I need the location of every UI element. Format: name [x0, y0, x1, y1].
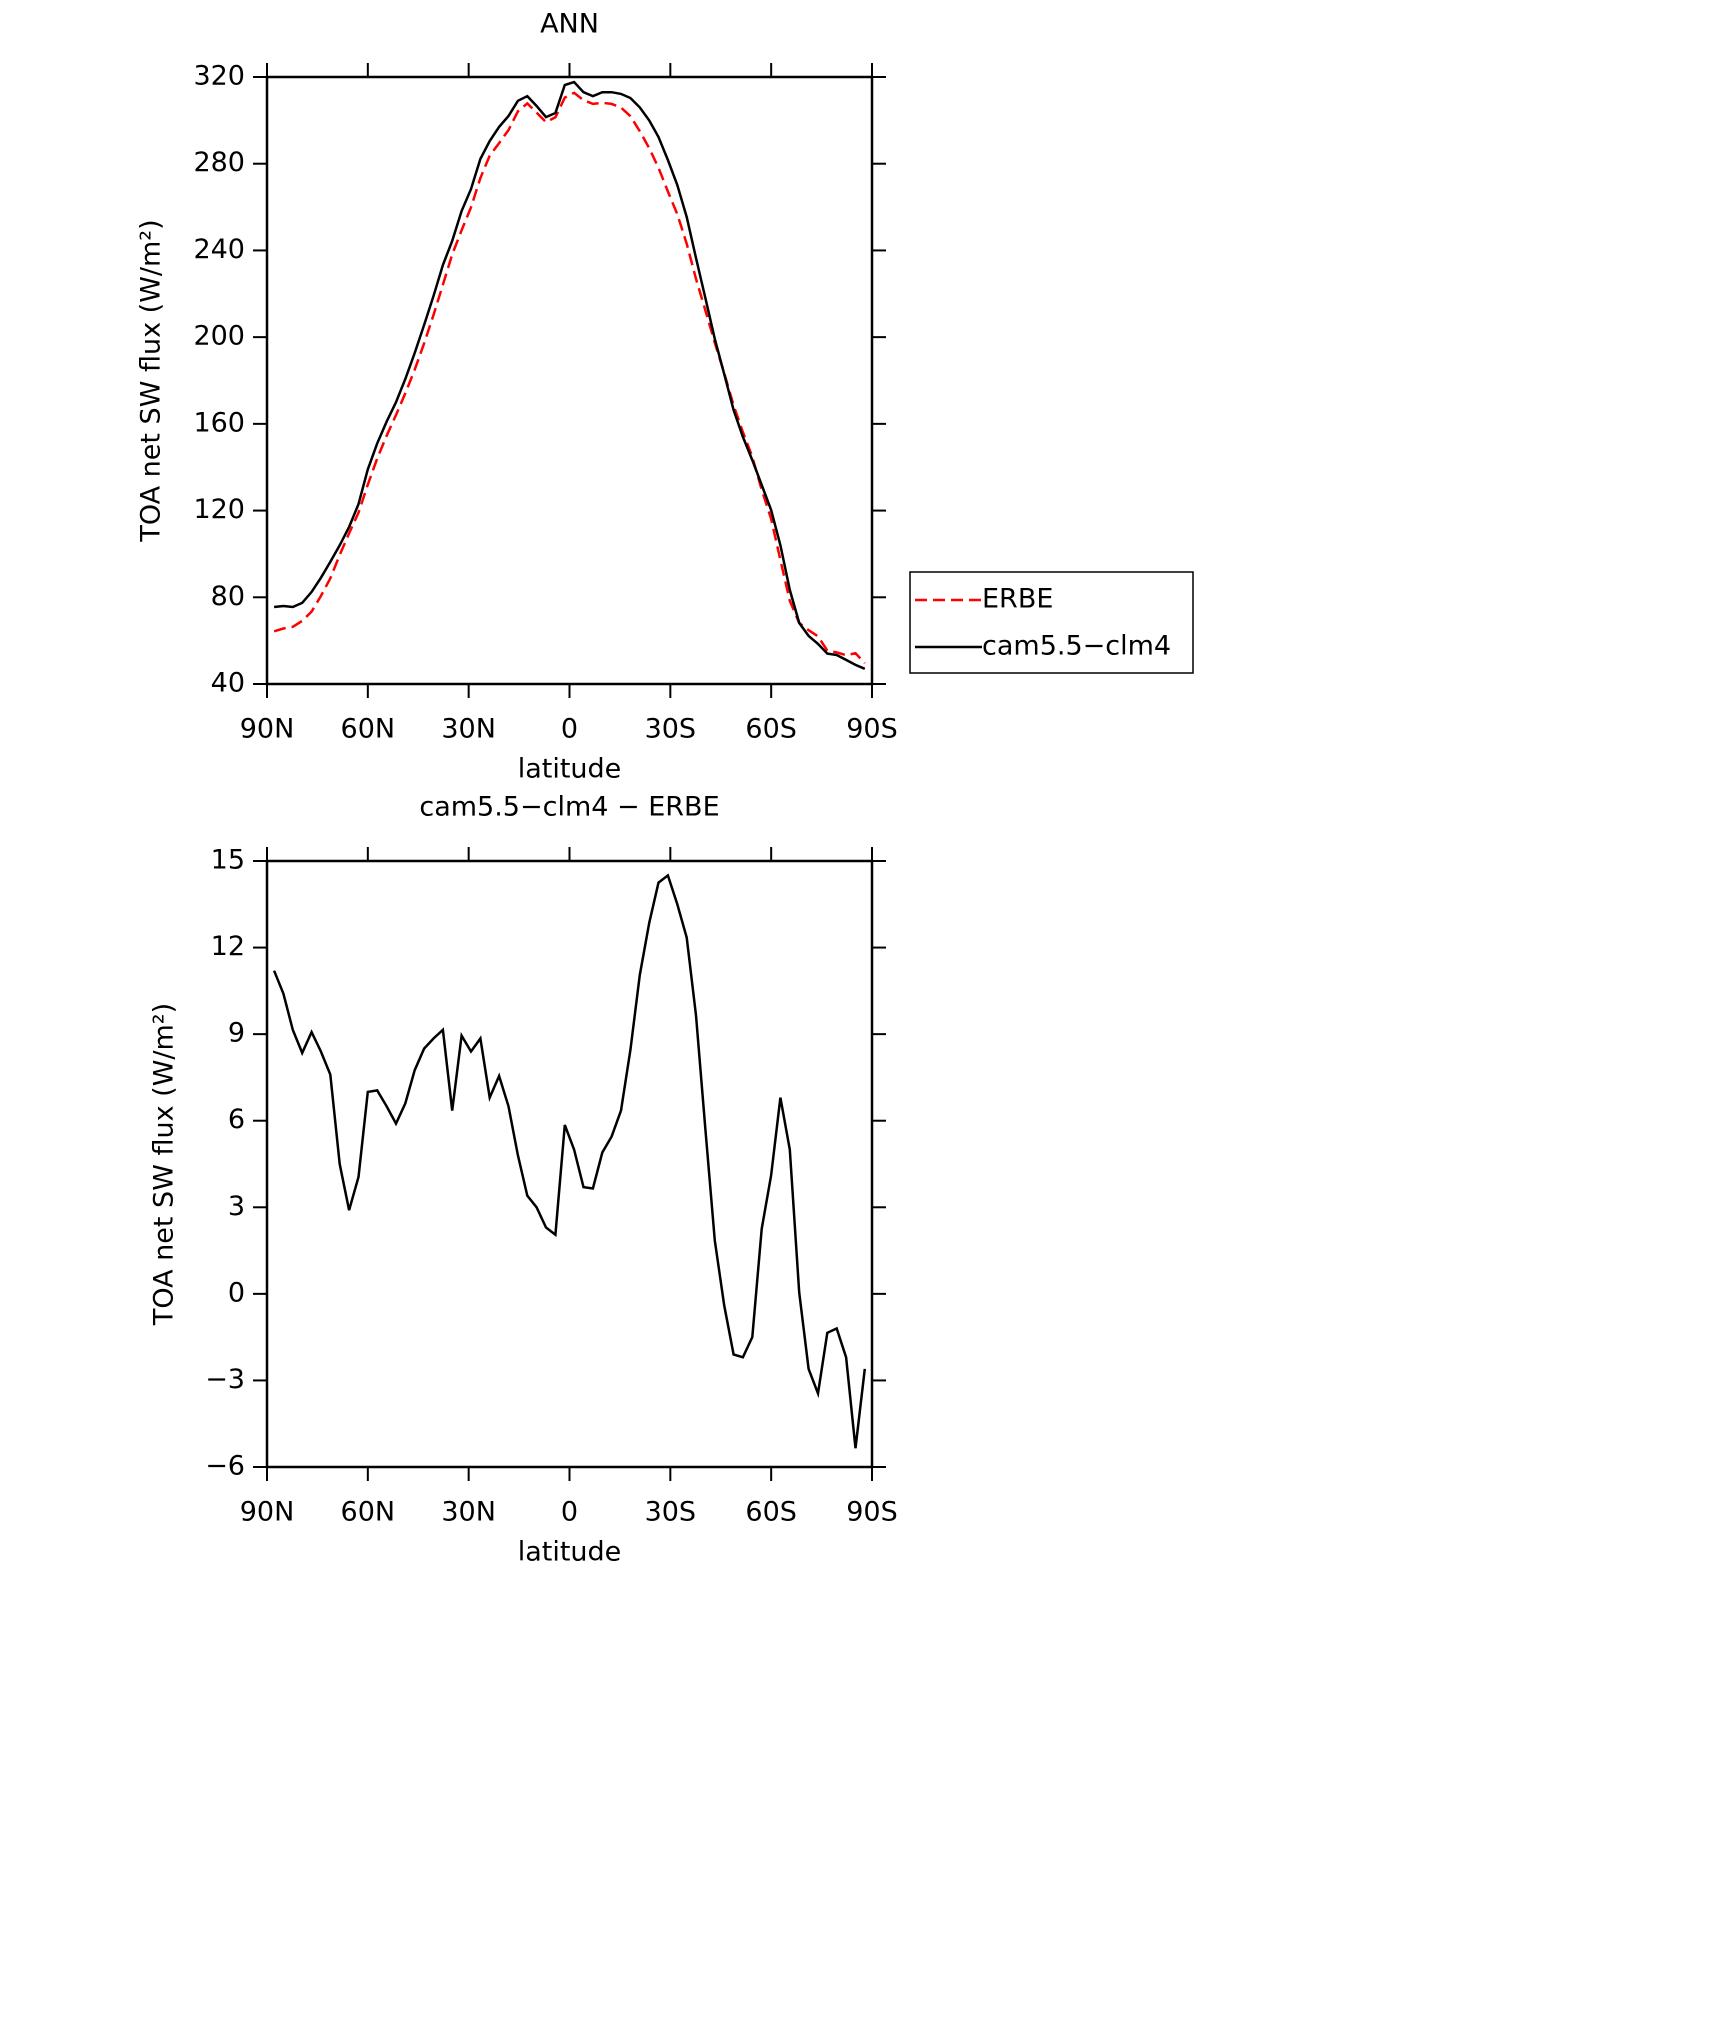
y-tick-label: 240 [193, 234, 245, 265]
x-tick-label: 60S [745, 1497, 797, 1528]
series-line [273, 91, 866, 665]
x-tick-label: 90S [846, 714, 898, 745]
data-line [272, 873, 867, 1449]
y-tick-label: 120 [193, 494, 245, 525]
x-tick-label: 90S [846, 1497, 898, 1528]
x-axis-label: latitude [518, 1537, 622, 1568]
x-tick-label: 30S [645, 1497, 697, 1528]
x-tick-label: 60S [745, 714, 797, 745]
chart-title: cam5.5−clm4 − ERBE [419, 792, 719, 823]
x-axis-label: latitude [518, 754, 622, 785]
series-line [273, 80, 866, 670]
y-tick-label: 6 [228, 1104, 245, 1135]
y-tick-label: 320 [193, 61, 245, 92]
plot-frame [265, 75, 874, 686]
y-tick-label: −3 [205, 1364, 245, 1395]
y-tick-label: −6 [205, 1451, 245, 1482]
x-tick-label: 60N [341, 714, 396, 745]
y-tick-label: 9 [228, 1018, 245, 1049]
plot-frame [265, 859, 874, 1469]
y-axis-label: TOA net SW flux (W/m²) [136, 219, 167, 542]
chart-title: ANN [540, 9, 599, 40]
y-tick-label: 12 [211, 931, 245, 962]
x-tick-label: 90N [240, 714, 295, 745]
plot: cam5.5−clm4 − ERBE −6 −3 0 3 6 9 12 15 90N 60N 30N 0… [149, 792, 898, 1568]
y-tick-label: 280 [193, 147, 245, 178]
y-tick-label: 80 [211, 581, 245, 612]
x-tick-label: 30N [441, 714, 496, 745]
legend-label: ERBE [982, 584, 1053, 615]
plot: ANN 40 80 120 160 200 240 280 320 90N 60N 30N 0 30S 60… [136, 9, 1194, 785]
y-tick-label: 40 [211, 668, 245, 699]
y-tick-label: 160 [193, 407, 245, 438]
y-tick-label: 0 [228, 1277, 245, 1308]
legend-box [909, 571, 1194, 674]
x-tick-label: 60N [341, 1497, 396, 1528]
x-tick-label: 30S [645, 714, 697, 745]
x-tick-label: 0 [561, 714, 578, 745]
x-tick-label: 30N [441, 1497, 496, 1528]
y-tick-label: 200 [193, 321, 245, 352]
y-tick-label: 15 [211, 845, 245, 876]
y-tick-label: 3 [228, 1191, 245, 1222]
x-tick-label: 0 [561, 1497, 578, 1528]
y-axis-label: TOA net SW flux (W/m²) [149, 1003, 180, 1326]
x-tick-label: 90N [240, 1497, 295, 1528]
legend-label: cam5.5−clm4 [982, 631, 1171, 662]
